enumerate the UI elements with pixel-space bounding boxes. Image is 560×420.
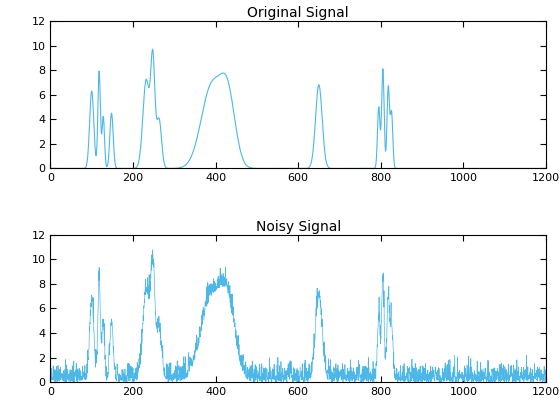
Title: Noisy Signal: Noisy Signal xyxy=(255,220,341,234)
Title: Original Signal: Original Signal xyxy=(248,6,349,20)
